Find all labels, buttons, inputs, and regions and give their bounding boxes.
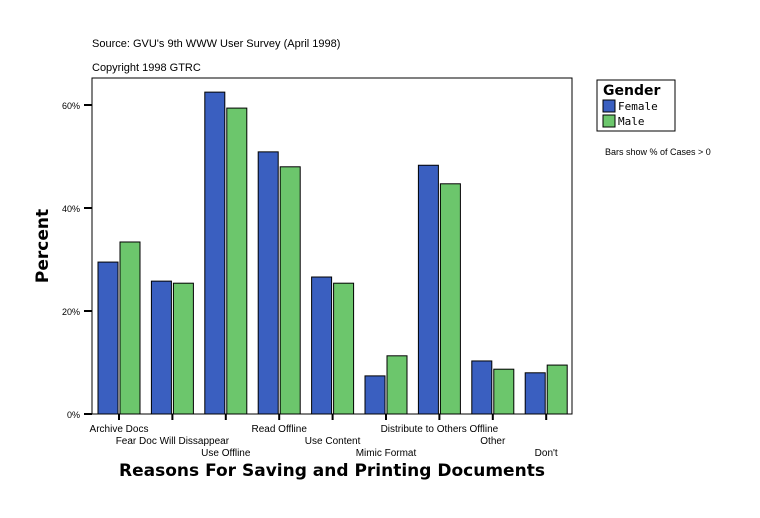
x-tick-label: Archive Docs	[90, 424, 149, 435]
x-tick-label: Use Content	[305, 436, 361, 447]
x-tick-label: Read Offline	[251, 424, 307, 435]
chart-title: Source: GVU's 9th WWW User Survey (April…	[92, 38, 340, 50]
x-tick-label: Use Offline	[201, 448, 251, 459]
y-axis-label: Percent	[33, 209, 53, 283]
legend-swatch-female	[602, 99, 616, 113]
chart-note: Bars show % of Cases > 0	[605, 147, 711, 157]
bar-male-0	[119, 241, 141, 415]
legend-label-male: Male	[618, 115, 645, 128]
bar-male-3	[279, 166, 301, 415]
bar-female-6	[417, 164, 439, 415]
bar-female-0	[97, 261, 119, 415]
bar-male-6	[439, 183, 461, 415]
bar-female-1	[150, 280, 172, 415]
y-tick-label: 60%	[62, 101, 80, 111]
chart-subtitle: Copyright 1998 GTRC	[92, 62, 201, 74]
x-tick-label: Distribute to Others Offline	[381, 424, 499, 435]
legend-title: Gender	[603, 83, 660, 99]
x-tick-label: Mimic Format	[356, 448, 417, 459]
bar-male-7	[493, 368, 515, 415]
x-tick-label: Don't	[535, 448, 558, 459]
bar-male-5	[386, 355, 408, 415]
bar-female-8	[524, 372, 546, 415]
bar-male-2	[226, 107, 248, 415]
x-tick-label: Fear Doc Will Dissappear	[116, 436, 230, 447]
bar-female-7	[471, 360, 493, 415]
bar-female-2	[204, 91, 226, 415]
bar-male-1	[172, 282, 194, 415]
bar-female-5	[364, 375, 386, 415]
bar-male-8	[546, 364, 568, 415]
y-tick-label: 40%	[62, 204, 80, 214]
y-tick-label: 20%	[62, 307, 80, 317]
legend-swatch-male	[602, 114, 616, 128]
bar-female-4	[311, 276, 333, 415]
legend-label-female: Female	[618, 100, 658, 113]
y-tick-label: 0%	[67, 410, 80, 420]
bar-male-4	[333, 282, 355, 415]
bar-female-3	[257, 151, 279, 415]
x-tick-label: Other	[480, 436, 506, 447]
x-axis-label: Reasons For Saving and Printing Document…	[119, 461, 545, 481]
legend: Gender Female Male	[596, 79, 676, 132]
